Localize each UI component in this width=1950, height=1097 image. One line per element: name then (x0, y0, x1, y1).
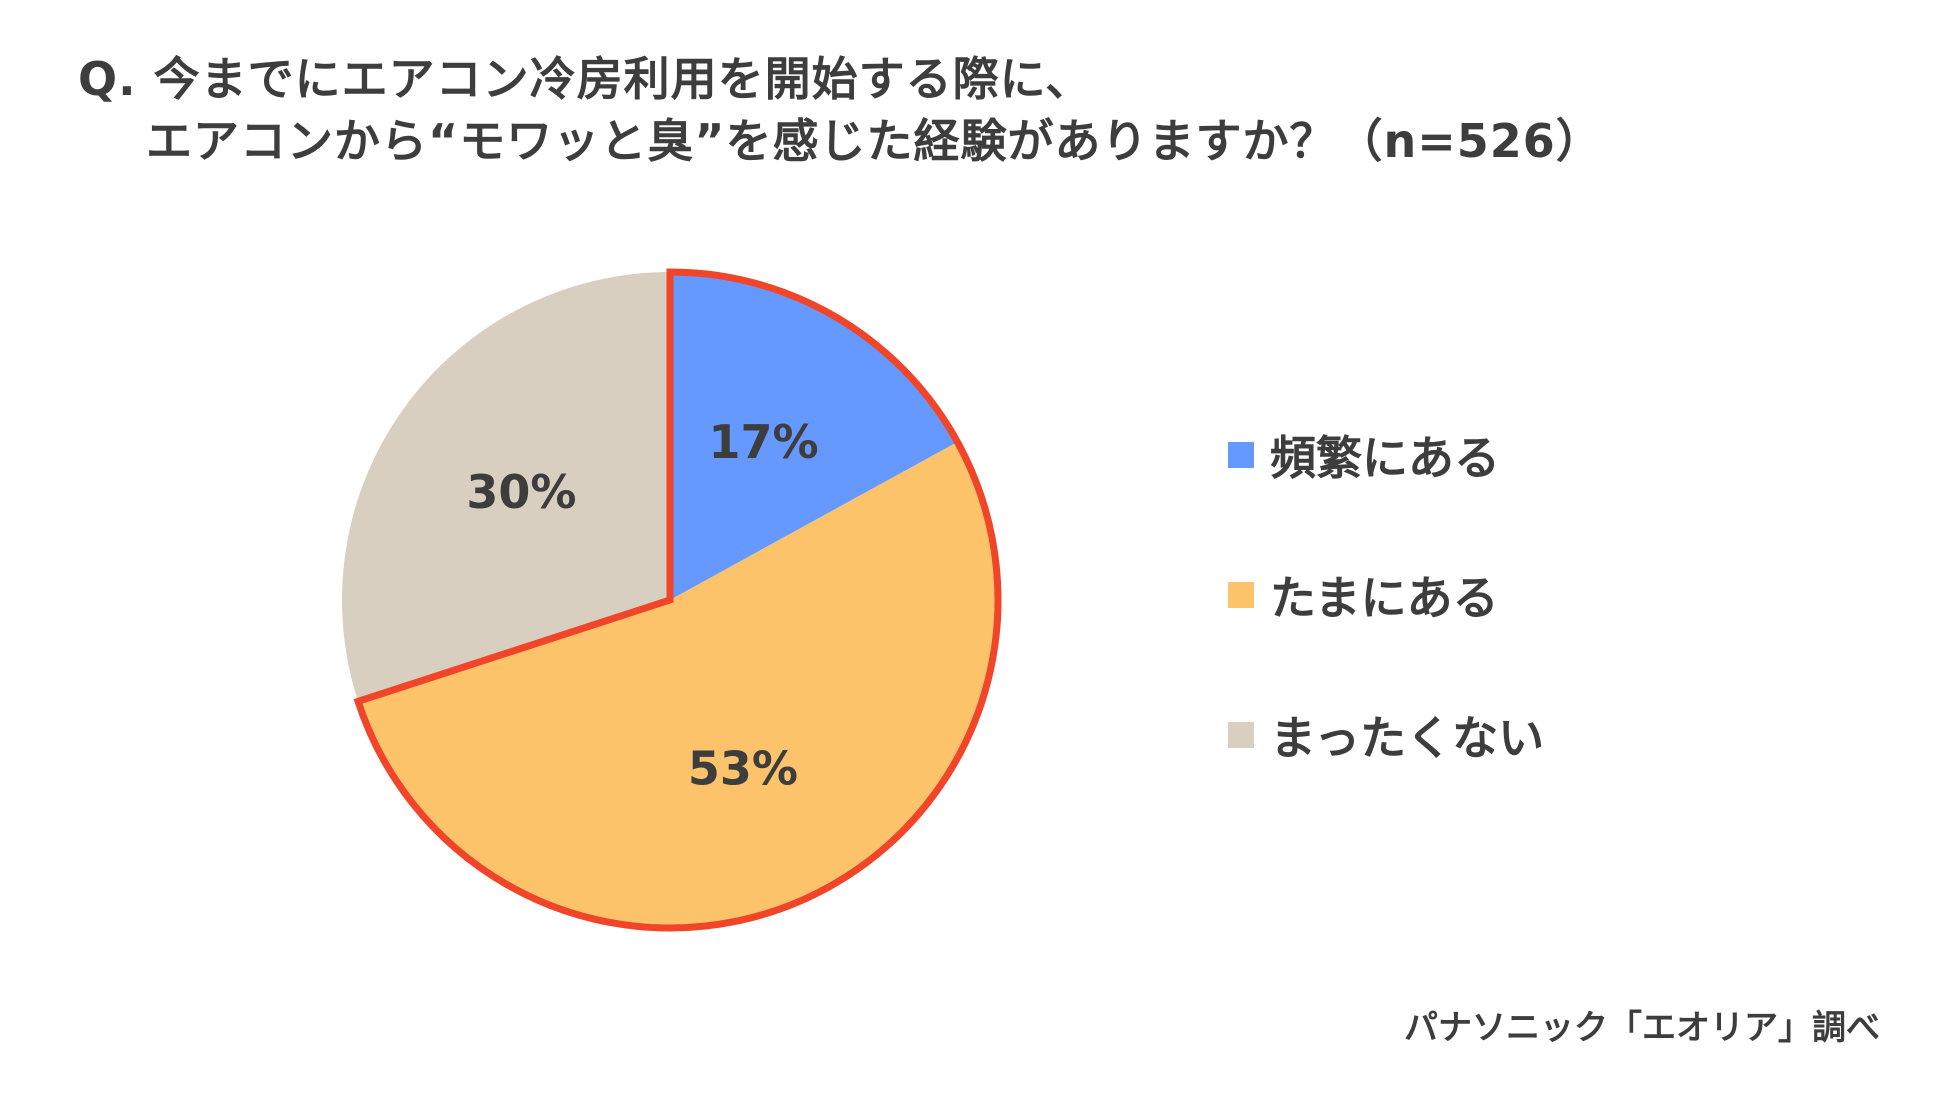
chart-title: Q. 今までにエアコン冷房利用を開始する際に、 エアコンから“モワッと臭”を感じ… (78, 48, 1603, 172)
pie-data-label-0: 17% (708, 415, 818, 469)
legend-item-0: 頻繁にある (1228, 425, 1544, 485)
legend-swatch-0 (1228, 442, 1254, 468)
legend: 頻繁にある たまにある まったくない (1228, 425, 1544, 845)
pie-slice-2 (341, 272, 670, 702)
source-note: パナソニック「エオリア」調べ (1404, 1008, 1880, 1048)
pie-slice-1 (358, 441, 998, 929)
pie-chart-svg: 17% 53% 30% (341, 268, 1002, 932)
highlight-outline (353, 268, 1002, 932)
chart-title-line-2: エアコンから“モワッと臭”を感じた経験がありますか？（n=526） (146, 114, 1603, 168)
legend-label-2: まったくない (1270, 711, 1545, 765)
legend-label-0: 頻繁にある (1270, 431, 1500, 485)
chart-title-line-1: Q. 今までにエアコン冷房利用を開始する際に、 (78, 52, 1093, 106)
pie-data-label-2: 30% (466, 465, 576, 519)
pie-data-label-1: 53% (688, 742, 798, 796)
legend-swatch-1 (1228, 582, 1254, 608)
pie-chart: 17% 53% 30% (330, 260, 1010, 940)
legend-label-1: たまにある (1270, 571, 1499, 625)
legend-item-2: まったくない (1228, 705, 1544, 765)
legend-swatch-2 (1228, 722, 1254, 748)
legend-item-1: たまにある (1228, 565, 1544, 625)
